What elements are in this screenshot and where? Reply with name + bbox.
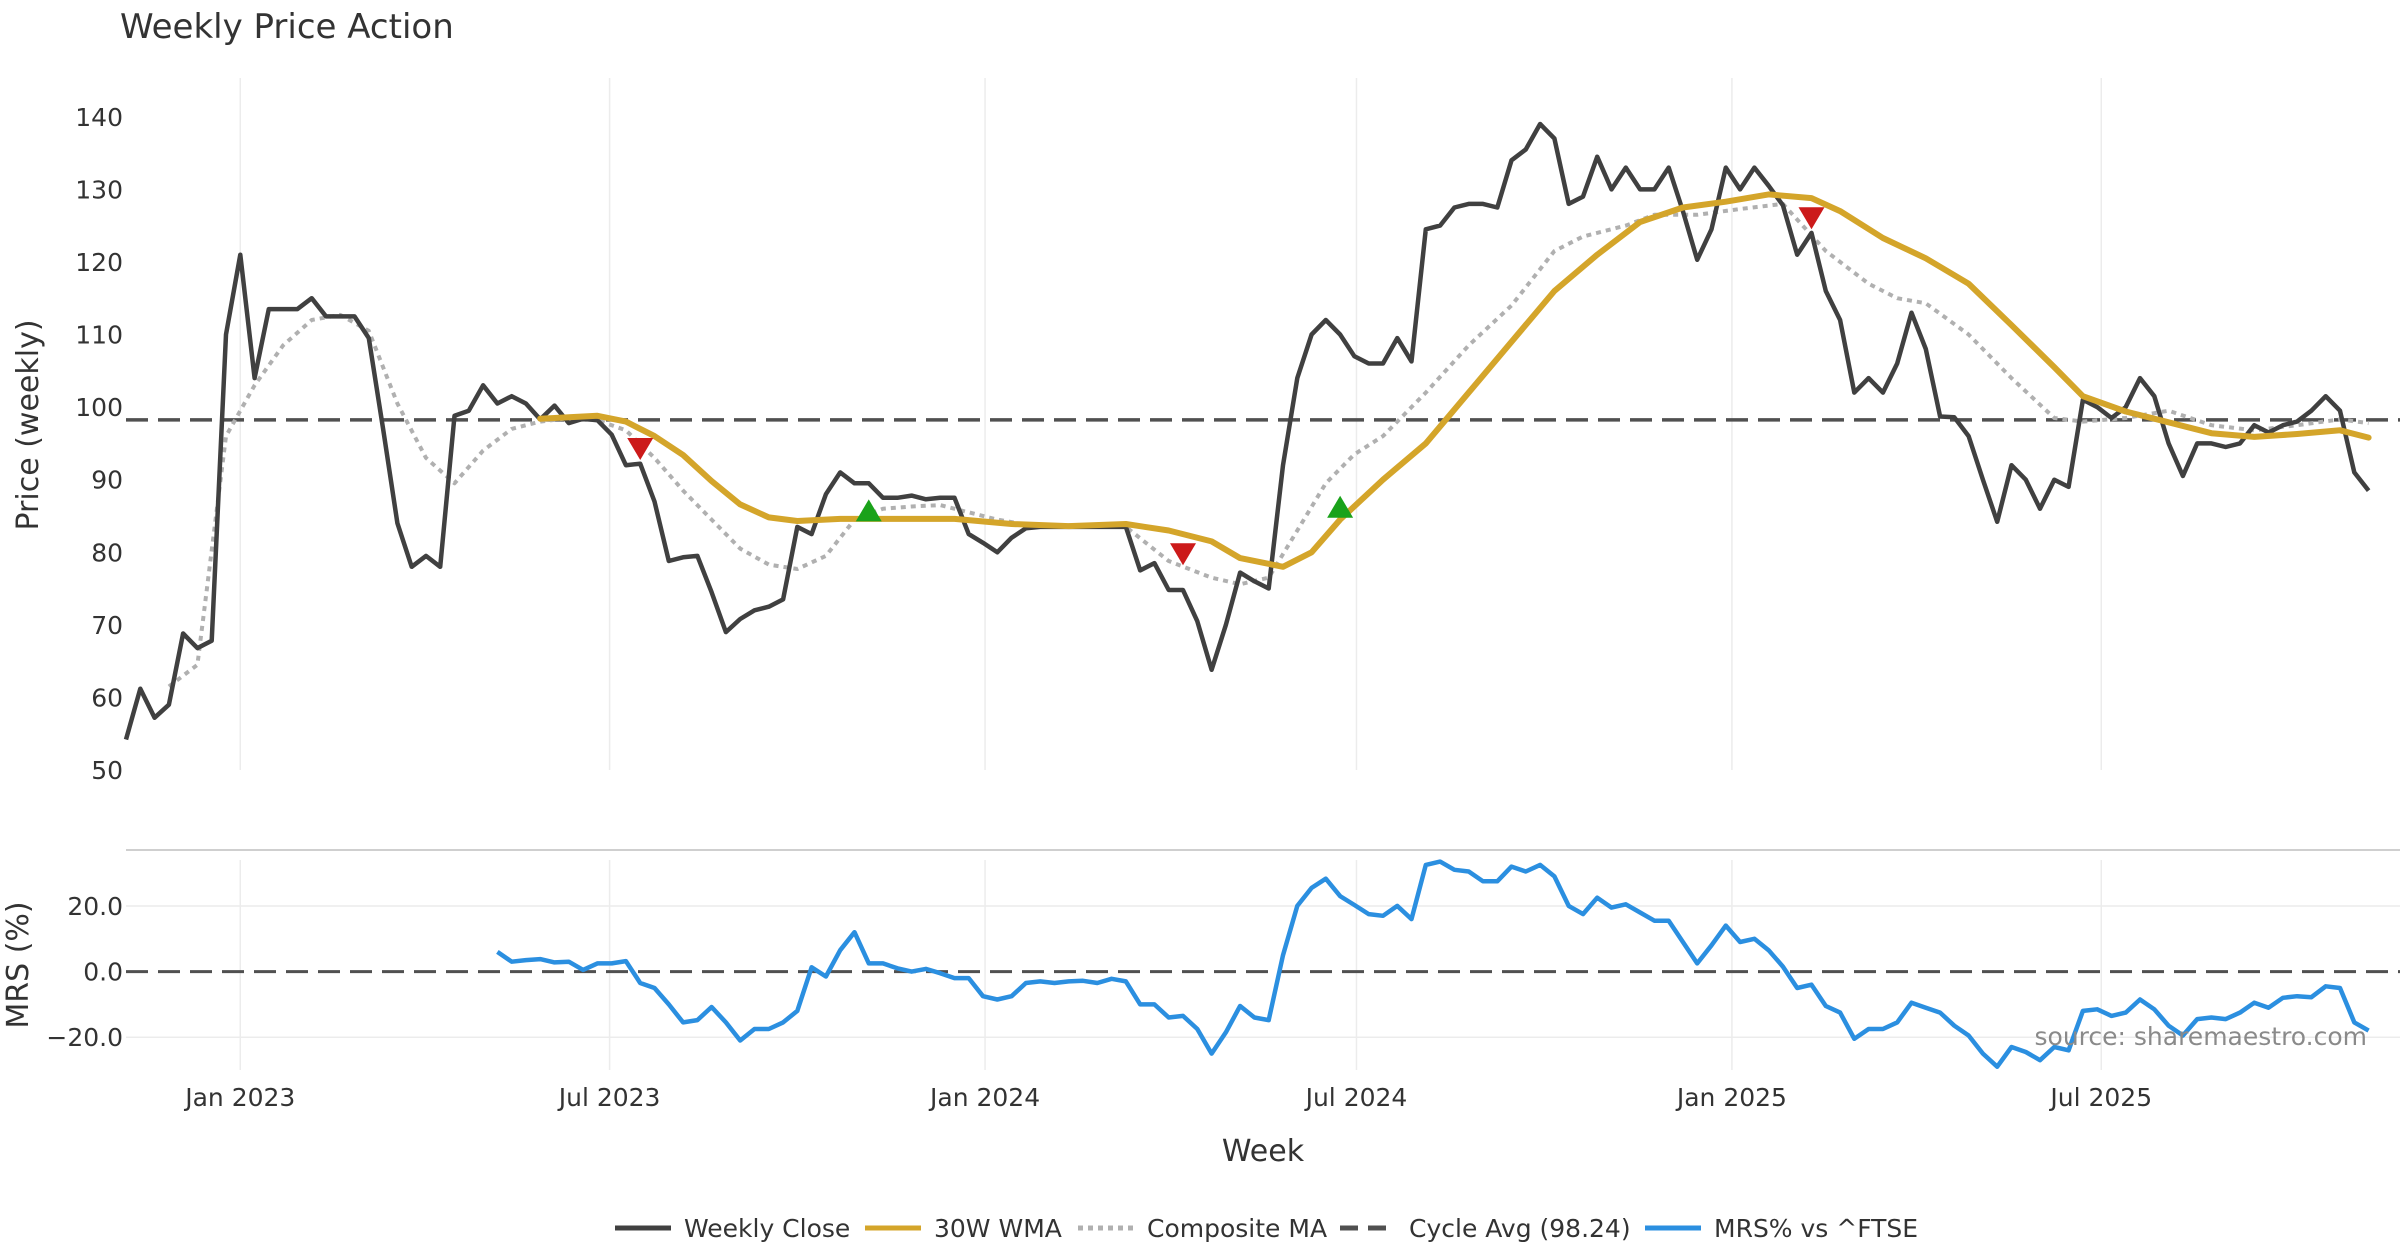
mrs-y-axis-title: MRS (%) — [1, 901, 36, 1028]
price-y-tick-label: 100 — [75, 393, 123, 422]
legend-label: Cycle Avg (98.24) — [1409, 1214, 1631, 1243]
legend-label: MRS% vs ^FTSE — [1714, 1214, 1918, 1243]
x-tick-label: Jan 2024 — [928, 1083, 1040, 1112]
price-y-axis-title: Price (weekly) — [11, 319, 46, 530]
weekly-close-series — [123, 121, 2371, 741]
buy-signal-marker — [1327, 495, 1354, 518]
price-grid — [239, 78, 2103, 770]
buy-signal-marker — [855, 499, 882, 522]
price-y-ticks: 50 60 70 80 90 100 110 120 130 140 — [75, 103, 123, 785]
x-tick-label: Jan 2025 — [1675, 1083, 1787, 1112]
price-y-tick-label: 90 — [91, 466, 123, 495]
price-y-tick-label: 60 — [91, 683, 123, 712]
mrs-line — [496, 859, 2370, 1069]
mrs-y-tick-label: −20.0 — [46, 1023, 123, 1052]
mrs-y-tick-label: 20.0 — [67, 892, 123, 921]
weekly-close-line — [123, 121, 2371, 741]
legend-label: Weekly Close — [684, 1214, 850, 1243]
x-tick-label: Jan 2023 — [183, 1083, 295, 1112]
x-ticks: Jan 2023 Jul 2023 Jan 2024 Jul 2024 Jan 2025… — [183, 1083, 2152, 1112]
composite-ma-line — [167, 201, 2369, 689]
wma-line — [537, 191, 2372, 570]
x-tick-label: Jul 2023 — [557, 1083, 661, 1112]
mrs-series — [496, 859, 2370, 1069]
mrs-y-tick-label: 0.0 — [83, 958, 123, 987]
x-tick-label: Jul 2025 — [2048, 1083, 2152, 1112]
legend-label: Composite MA — [1147, 1214, 1327, 1243]
sell-signal-marker — [1170, 543, 1197, 566]
chart-title: Weekly Price Action — [120, 7, 454, 47]
wma-series — [537, 191, 2372, 570]
sell-signal-marker — [627, 438, 654, 461]
mrs-y-ticks: −20.0 0.0 20.0 — [46, 892, 123, 1052]
price-y-tick-label: 130 — [75, 175, 123, 204]
price-y-tick-label: 110 — [75, 321, 123, 350]
sell-signal-marker — [1798, 207, 1825, 230]
x-tick-label: Jul 2024 — [1304, 1083, 1408, 1112]
price-y-tick-label: 50 — [91, 756, 123, 785]
price-y-tick-label: 80 — [91, 538, 123, 567]
signal-markers — [627, 207, 1825, 566]
price-y-tick-label: 70 — [91, 611, 123, 640]
price-y-tick-label: 120 — [75, 248, 123, 277]
source-label: source: sharemaestro.com — [2035, 1022, 2368, 1051]
legend-label: 30W WMA — [934, 1214, 1062, 1243]
x-axis-title: Week — [1222, 1134, 1305, 1169]
price-y-tick-label: 140 — [75, 103, 123, 132]
mrs-grid — [126, 860, 2400, 1070]
legend: Weekly Close 30W WMA Composite MA Cycle Avg… — [615, 1214, 1918, 1243]
composite-ma-series — [167, 201, 2369, 689]
